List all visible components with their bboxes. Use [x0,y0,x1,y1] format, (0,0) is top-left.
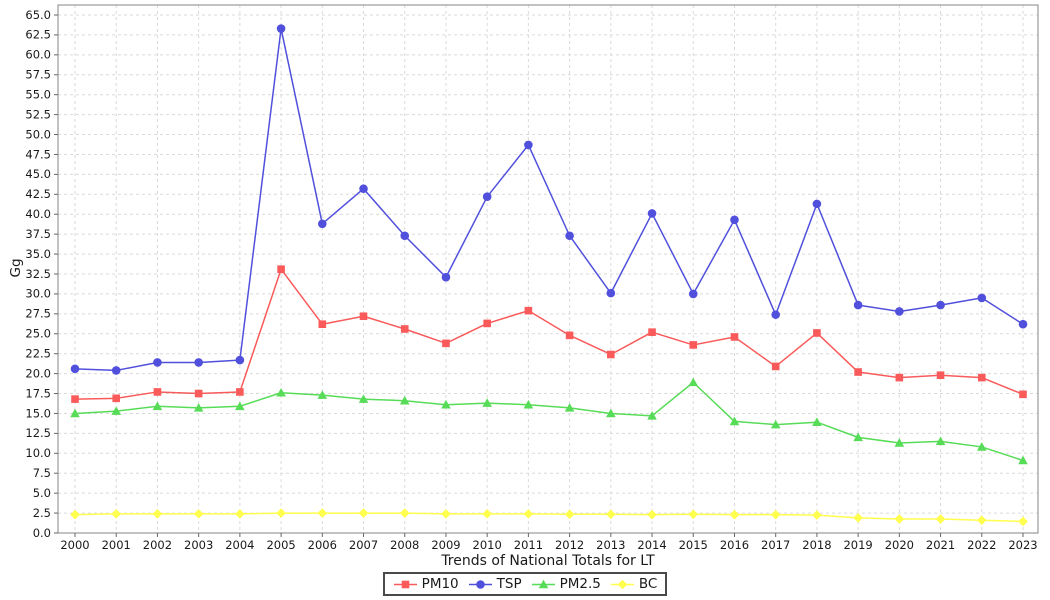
svg-text:2013: 2013 [596,538,625,552]
svg-text:2023: 2023 [1008,538,1037,552]
legend-label: BC [638,576,658,592]
svg-text:2007: 2007 [349,538,378,552]
svg-text:7.5: 7.5 [33,466,51,480]
svg-text:55.0: 55.0 [25,87,51,101]
svg-text:12.5: 12.5 [25,426,51,440]
svg-text:2014: 2014 [637,538,666,552]
svg-text:2000: 2000 [60,538,89,552]
svg-text:2015: 2015 [679,538,708,552]
legend-label: PM2.5 [559,576,601,592]
svg-text:50.0: 50.0 [25,127,51,141]
series-BC [70,508,1028,527]
svg-text:37.5: 37.5 [25,227,51,241]
svg-text:2019: 2019 [843,538,872,552]
svg-text:10.0: 10.0 [25,446,51,460]
svg-text:15.0: 15.0 [25,406,51,420]
legend-box: PM10 TSP PM2.5 BC [382,572,668,596]
svg-text:2018: 2018 [802,538,831,552]
svg-text:2006: 2006 [308,538,337,552]
svg-text:2012: 2012 [555,538,584,552]
pm25-marker-icon [531,579,555,588]
legend-item-tsp: TSP [468,576,522,592]
svg-text:62.5: 62.5 [25,28,51,42]
legend-label: PM10 [421,576,459,592]
svg-text:52.5: 52.5 [25,107,51,121]
svg-text:2004: 2004 [225,538,254,552]
svg-text:2020: 2020 [885,538,914,552]
svg-text:35.0: 35.0 [25,247,51,261]
svg-text:2017: 2017 [761,538,790,552]
plot-border [57,4,1039,534]
svg-text:2021: 2021 [926,538,955,552]
series-PM2.5 [70,377,1028,465]
pm10-marker-icon [393,580,417,588]
svg-text:2009: 2009 [431,538,460,552]
svg-text:47.5: 47.5 [25,147,51,161]
svg-text:65.0: 65.0 [25,8,51,22]
svg-text:22.5: 22.5 [25,346,51,360]
svg-text:30.0: 30.0 [25,287,51,301]
svg-text:2008: 2008 [390,538,419,552]
svg-text:25.0: 25.0 [25,327,51,341]
bc-marker-icon [610,579,634,589]
svg-text:2022: 2022 [967,538,996,552]
grid-layer [58,5,1038,533]
svg-text:2010: 2010 [473,538,502,552]
series-PM10 [71,265,1027,403]
series-TSP [70,24,1028,375]
x-axis-title: Trends of National Totals for LT [441,553,655,569]
svg-text:2005: 2005 [266,538,295,552]
legend-item-bc: BC [610,576,657,592]
svg-text:0.0: 0.0 [33,526,51,540]
svg-text:2.5: 2.5 [33,506,51,520]
plot-area: 0.0 2.5 5.0 7.5 10.0 12.5 15.0 17.5 20.0 22.5 25.0… [25,4,1039,552]
svg-text:17.5: 17.5 [25,386,51,400]
svg-text:32.5: 32.5 [25,267,51,281]
legend-label: TSP [496,576,522,592]
svg-text:20.0: 20.0 [25,366,51,380]
tsp-marker-icon [468,579,492,589]
svg-text:27.5: 27.5 [25,307,51,321]
svg-text:2011: 2011 [514,538,543,552]
y-axis-title: Gg [8,258,24,278]
svg-text:2003: 2003 [184,538,213,552]
svg-text:2016: 2016 [720,538,749,552]
legend: PM10 TSP PM2.5 BC [0,572,1050,596]
svg-text:2002: 2002 [143,538,172,552]
axes-layer: 0.0 2.5 5.0 7.5 10.0 12.5 15.0 17.5 20.0 22.5 25.0… [25,8,1037,552]
svg-text:45.0: 45.0 [25,167,51,181]
svg-text:57.5: 57.5 [25,68,51,82]
legend-item-pm25: PM2.5 [531,576,601,592]
svg-text:42.5: 42.5 [25,187,51,201]
svg-text:40.0: 40.0 [25,207,51,221]
svg-text:2001: 2001 [102,538,131,552]
svg-text:5.0: 5.0 [33,486,51,500]
legend-item-pm10: PM10 [393,576,459,592]
svg-text:60.0: 60.0 [25,48,51,62]
